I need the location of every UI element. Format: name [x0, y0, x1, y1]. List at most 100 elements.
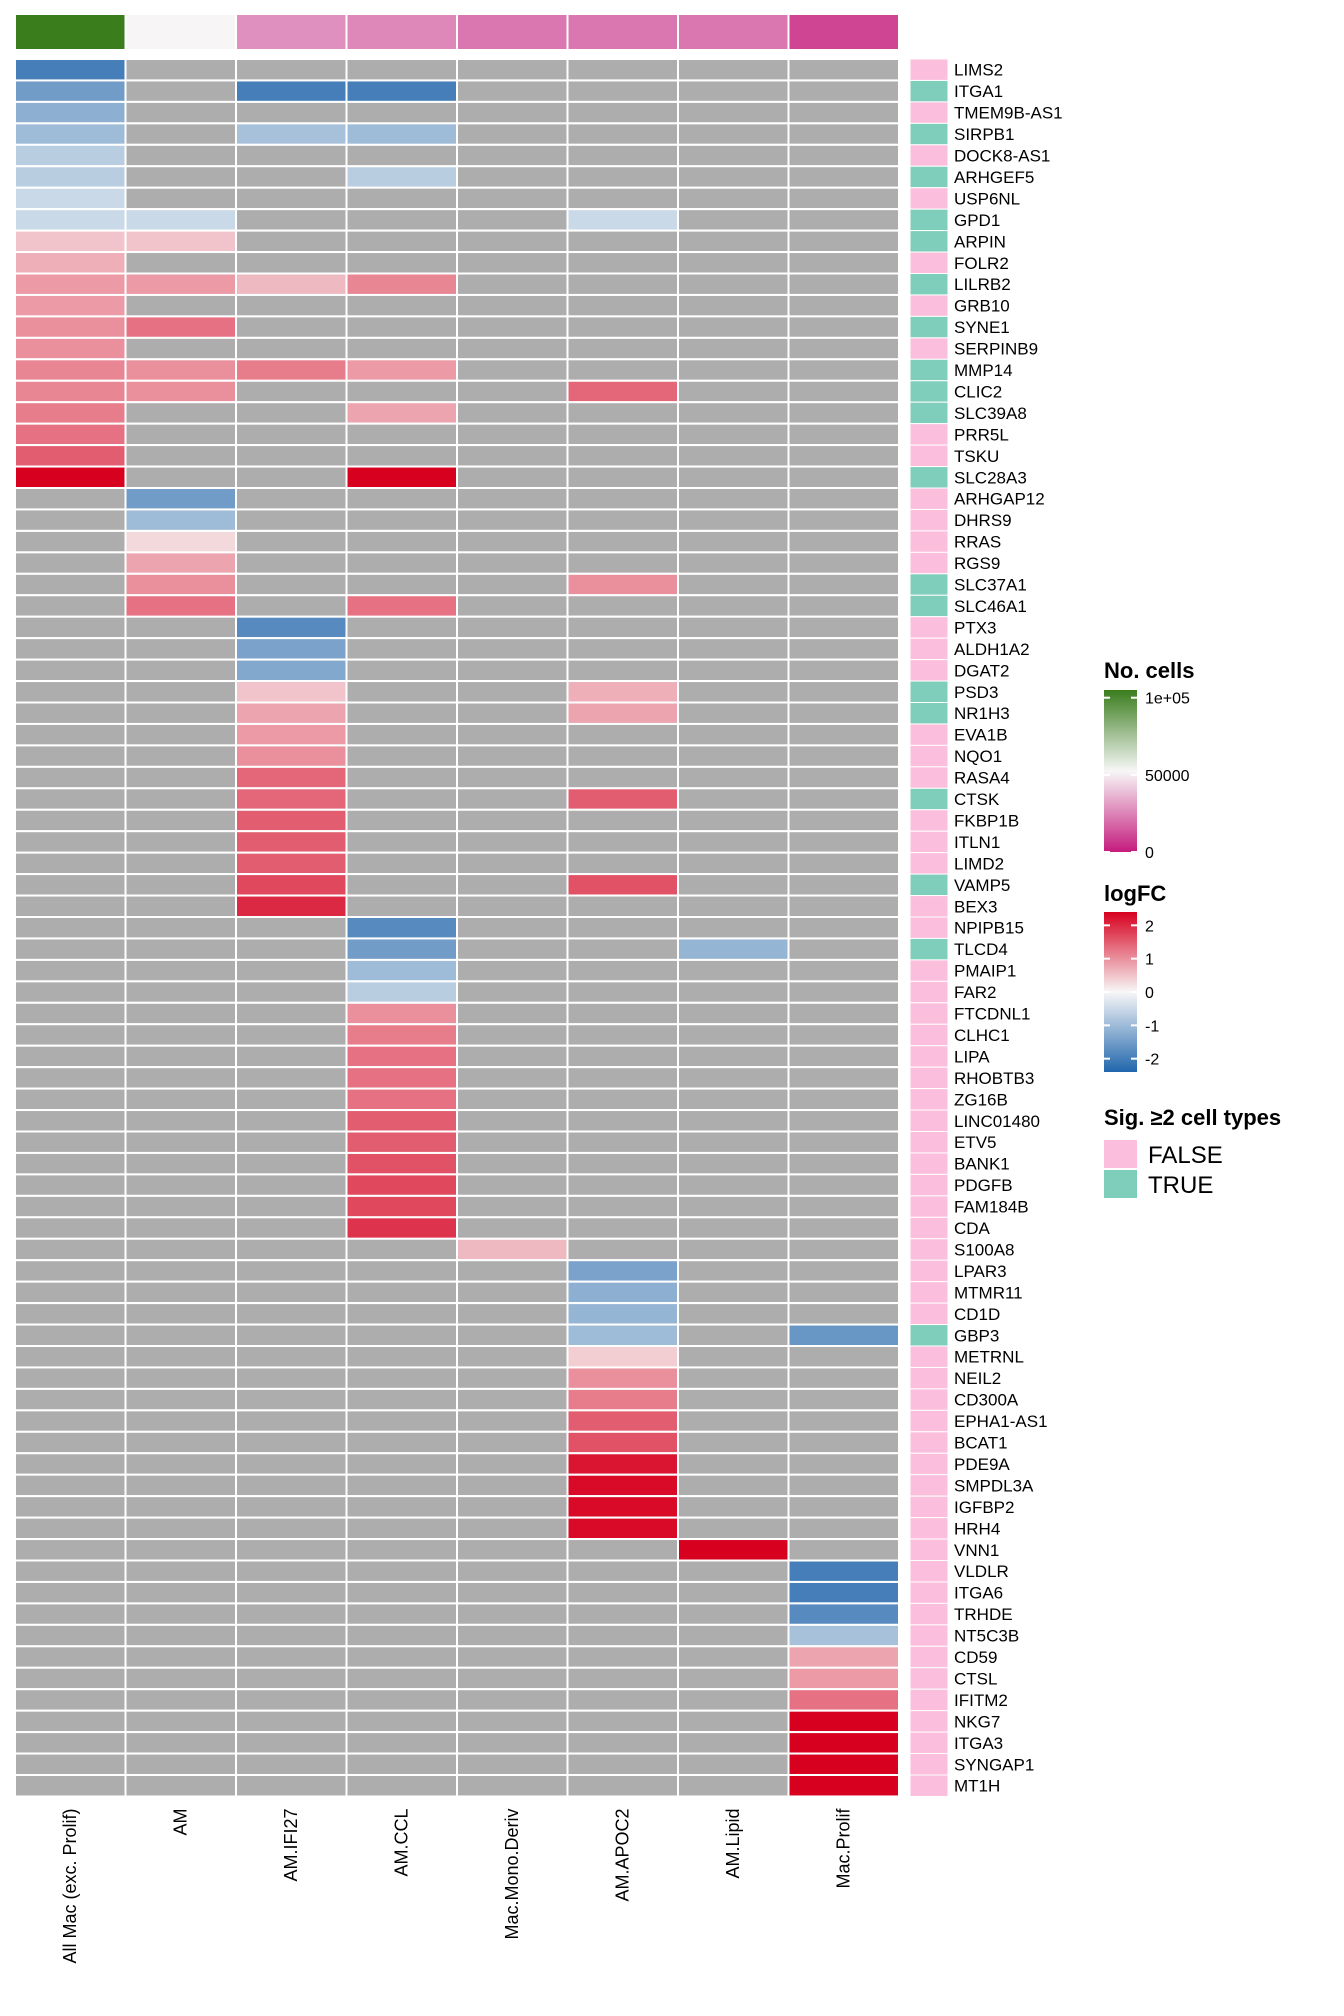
- heatmap-cell-itga1-am-ccl: [345, 79, 458, 103]
- heatmap-cell-etv5-am-lipid: [677, 1130, 790, 1154]
- heatmap-cell-cd1d-am-ccl: [345, 1302, 458, 1326]
- gene-label-nt5c3b: NT5C3B: [954, 1627, 1019, 1646]
- heatmap-cell-vnn1-am: [124, 1538, 237, 1562]
- heatmap-cell-pdgfb-all-mac-exc-prolif: [14, 1173, 127, 1197]
- heatmap-cell-ptx3-am: [124, 615, 237, 640]
- sig-cell-tmem9b-as1: [909, 101, 949, 124]
- heatmap-cell-mt1h-all-mac-exc-prolif: [14, 1774, 127, 1798]
- heatmap-cell-folr2-mac-prolif: [787, 251, 900, 275]
- heatmap-cell-lims2-am-ccl: [345, 58, 458, 82]
- legend-no-cells-colorbar: [1104, 690, 1137, 852]
- heatmap-cell-usp6nl-am-ifi27: [235, 186, 348, 211]
- heatmap-cell-etv5-am: [124, 1130, 237, 1154]
- heatmap-cell-mt1h-mac-mono-deriv: [456, 1774, 569, 1798]
- heatmap-cell-slc39a8-mac-prolif: [787, 401, 900, 425]
- heatmap-cell-syne1-mac-prolif: [787, 315, 900, 339]
- heatmap-cell-usp6nl-mac-prolif: [787, 186, 900, 211]
- heatmap-cell-npipb15-am-lipid: [677, 916, 790, 940]
- sig-cell-vldlr: [909, 1560, 949, 1583]
- heatmap-cell-cd300a-am-ifi27: [235, 1387, 348, 1412]
- legend-no-cells-tick-label: 0: [1145, 845, 1154, 862]
- heatmap-cell-aldh1a2-mac-mono-deriv: [456, 637, 569, 661]
- heatmap-cell-bcat1-am-lipid: [677, 1430, 790, 1455]
- heatmap-cell-limd2-mac-prolif: [787, 851, 900, 876]
- gene-label-metrnl: METRNL: [954, 1348, 1024, 1367]
- sig-cell-slc39a8: [909, 401, 949, 425]
- heatmap-cell-ctsk-am-apoc2: [566, 787, 679, 811]
- heatmap-cell-clhc1-am: [124, 1023, 237, 1047]
- heatmap-cell-rasa4-am-lipid: [677, 765, 790, 790]
- gene-label-itga3: ITGA3: [954, 1734, 1003, 1753]
- sig-cell-pmaip1: [909, 959, 949, 982]
- heatmap-cell-vnn1-am-apoc2: [566, 1538, 679, 1562]
- gene-label-bcat1: BCAT1: [954, 1434, 1008, 1453]
- heatmap-cell-slc46a1-am: [124, 594, 237, 618]
- heatmap-cell-slc28a3-am-ccl: [345, 465, 458, 489]
- heatmap-cell-arpin-all-mac-exc-prolif: [14, 229, 127, 254]
- heatmap-cell-gbp3-mac-mono-deriv: [456, 1323, 569, 1348]
- heatmap-cell-rhobtb3-am-apoc2: [566, 1066, 679, 1090]
- heatmap-cell-vldlr-am-apoc2: [566, 1559, 679, 1583]
- sig-cell-itga3: [909, 1731, 949, 1755]
- sig-cell-nqo1: [909, 744, 949, 768]
- heatmap-cell-pde9a-am-lipid: [677, 1452, 790, 1476]
- legend-logfc: logFC 2 1 0 -1 -2: [1104, 881, 1166, 1072]
- heatmap-cell-itga3-all-mac-exc-prolif: [14, 1731, 127, 1755]
- heatmap-cell-npipb15-mac-mono-deriv: [456, 916, 569, 940]
- heatmap-cell-rras-all-mac-exc-prolif: [14, 529, 127, 554]
- heatmap-cell-bank1-am: [124, 1151, 237, 1176]
- heatmap-cell-itga6-am-ccl: [345, 1580, 458, 1605]
- heatmap-cell-slc46a1-am-ifi27: [235, 594, 348, 618]
- heatmap-cell-nkg7-mac-prolif: [787, 1709, 900, 1734]
- heatmap-cell-cd59-mac-prolif: [787, 1645, 900, 1669]
- heatmap-cell-prr5l-am-lipid: [677, 422, 790, 447]
- heatmap-cell-tlcd4-am-apoc2: [566, 937, 679, 961]
- heatmap-cell-tmem9b-as1-am-ifi27: [235, 100, 348, 125]
- heatmap-cell-ftcdnl1-all-mac-exc-prolif: [14, 1001, 127, 1026]
- heatmap-cell-etv5-am-apoc2: [566, 1130, 679, 1154]
- heatmap-cell-eva1b-mac-mono-deriv: [456, 722, 569, 747]
- heatmap-cell-lims2-am-lipid: [677, 58, 790, 82]
- heatmap-cell-sirpb1-mac-mono-deriv: [456, 122, 569, 146]
- sig-cell-nr1h3: [909, 702, 949, 725]
- heatmap-cell-mmp14-all-mac-exc-prolif: [14, 358, 127, 382]
- gene-label-arhgef5: ARHGEF5: [954, 168, 1034, 187]
- heatmap-cell-pmaip1-mac-prolif: [787, 958, 900, 983]
- heatmap-cell-lipa-mac-prolif: [787, 1044, 900, 1069]
- heatmap-cell-cd300a-all-mac-exc-prolif: [14, 1387, 127, 1412]
- heatmap-cell-etv5-am-ccl: [345, 1130, 458, 1154]
- heatmap-cell-eva1b-am: [124, 722, 237, 747]
- heatmap-cell-arpin-am: [124, 229, 237, 254]
- sig-cell-dock8-as1: [909, 144, 949, 167]
- heatmap-cell-epha1-as1-mac-prolif: [787, 1409, 900, 1433]
- gene-label-ifitm2: IFITM2: [954, 1691, 1008, 1710]
- heatmap-cell-rgs9-am-ccl: [345, 551, 458, 575]
- heatmap-cell-hrh4-am-lipid: [677, 1516, 790, 1541]
- sig-cell-gbp3: [909, 1324, 949, 1347]
- heatmap-cell-cd1d-all-mac-exc-prolif: [14, 1302, 127, 1326]
- heatmap-cell-ptx3-am-ifi27: [235, 615, 348, 640]
- heatmap-cell-syne1-am: [124, 315, 237, 339]
- heatmap-cell-metrnl-all-mac-exc-prolif: [14, 1345, 127, 1369]
- heatmap-cell-syne1-mac-mono-deriv: [456, 315, 569, 339]
- heatmap-cell-tmem9b-as1-am-ccl: [345, 100, 458, 125]
- heatmap-cell-linc01480-am-ifi27: [235, 1109, 348, 1133]
- heatmap-cell-slc39a8-am-ccl: [345, 401, 458, 425]
- heatmap-cell-bex3-mac-prolif: [787, 894, 900, 918]
- heatmap-cell-epha1-as1-mac-mono-deriv: [456, 1409, 569, 1433]
- heatmap-cell-folr2-am: [124, 251, 237, 275]
- heatmap-cell-cd59-mac-mono-deriv: [456, 1645, 569, 1669]
- heatmap-cell-gbp3-am-apoc2: [566, 1323, 679, 1348]
- heatmap-cell-clic2-all-mac-exc-prolif: [14, 379, 127, 404]
- heatmap-cell-s100a8-am: [124, 1237, 237, 1262]
- heatmap-cell-tsku-mac-prolif: [787, 444, 900, 468]
- heatmap-cell-mt1h-am-apoc2: [566, 1774, 679, 1798]
- heatmap-cell-fkbp1b-am-ifi27: [235, 808, 348, 833]
- sig-cell-bcat1: [909, 1431, 949, 1454]
- heatmap-cell-slc46a1-mac-prolif: [787, 594, 900, 618]
- heatmap-cell-gpd1-am-lipid: [677, 208, 790, 232]
- gene-label-s100a8: S100A8: [954, 1240, 1015, 1259]
- gene-label-pdgfb: PDGFB: [954, 1176, 1013, 1195]
- heatmap-cell-mtmr11-am-lipid: [677, 1280, 790, 1305]
- heatmap-cell-limd2-mac-mono-deriv: [456, 851, 569, 876]
